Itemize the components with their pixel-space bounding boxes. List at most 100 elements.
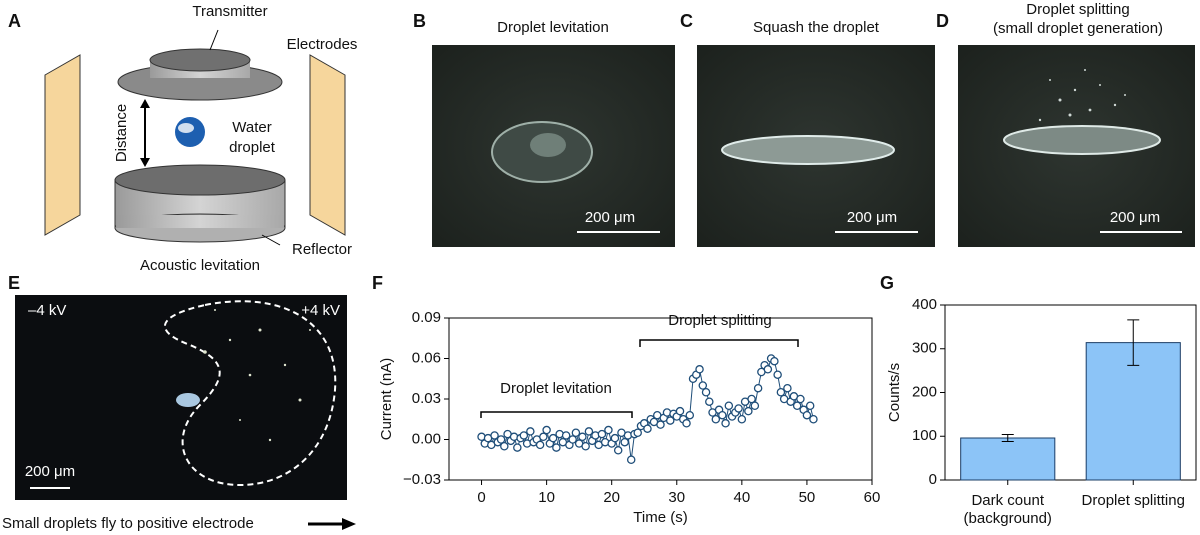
- annotation: Droplet levitation: [500, 380, 612, 397]
- axes-frame: [448, 317, 873, 481]
- arrow-head: [140, 158, 150, 167]
- label: Electrodes: [287, 36, 358, 53]
- x-tick-label: 50: [799, 489, 816, 506]
- panel-e: 200 μm –4 kV +4 kV Small droplets fly to…: [2, 273, 356, 532]
- point: [561, 431, 571, 440]
- electrode-label: –4 kV: [28, 302, 66, 319]
- bracket: [480, 411, 633, 418]
- point: [584, 427, 594, 436]
- x-tick-label: Droplet splitting: [1081, 492, 1185, 509]
- panel-label: A: [8, 11, 21, 31]
- panel-label: F: [372, 273, 383, 293]
- point: [792, 401, 802, 410]
- point: [682, 419, 691, 428]
- y-tick-label: 0: [929, 471, 937, 488]
- panel-title: Droplet splitting: [1026, 1, 1129, 18]
- point: [705, 397, 714, 406]
- point: [552, 443, 561, 452]
- transmitter-top: [149, 48, 251, 72]
- droplet: [1003, 125, 1161, 155]
- droplet: [176, 393, 200, 407]
- point: [568, 435, 577, 444]
- y-tick-label: 300: [912, 340, 937, 357]
- droplet: [721, 135, 895, 165]
- scale-text: 200 μm: [585, 209, 635, 226]
- panel-title: Squash the droplet: [753, 19, 880, 36]
- point: [695, 365, 704, 374]
- point: [578, 432, 587, 442]
- electrode: [44, 54, 81, 236]
- point: [770, 356, 779, 366]
- x-tick-label: 30: [668, 489, 685, 506]
- y-tick-label: 0.03: [412, 390, 441, 407]
- spray: [1038, 69, 1126, 122]
- point: [571, 428, 581, 437]
- y-tick-label: 0.09: [412, 309, 441, 326]
- point: [796, 394, 805, 404]
- label: Water: [232, 119, 271, 136]
- x-tick-label: 60: [864, 489, 881, 506]
- point: [604, 425, 613, 435]
- caption: Small droplets fly to positive electrode: [2, 515, 254, 532]
- point: [581, 441, 590, 451]
- y-axis-label: Counts/s: [886, 363, 903, 422]
- point: [783, 383, 792, 393]
- scale-text: 200 μm: [1110, 209, 1160, 226]
- annotation: Droplet splitting: [668, 312, 771, 329]
- point: [773, 370, 782, 379]
- point: [802, 410, 812, 420]
- y-tick-label: 400: [912, 296, 937, 313]
- panel-d: 200 μm Droplet splitting (small droplet …: [936, 1, 1195, 247]
- x-tick-label: Dark count (background): [963, 492, 1052, 527]
- y-tick-label: −0.03: [403, 471, 441, 488]
- small-droplets: [203, 309, 311, 442]
- point: [724, 401, 734, 410]
- point: [519, 431, 529, 440]
- x-axis-label: Time (s): [633, 509, 687, 526]
- panel-label: D: [936, 11, 949, 31]
- x-tick-label: 20: [603, 489, 620, 506]
- point: [737, 414, 747, 424]
- point: [500, 441, 509, 451]
- chart-g: 0 100 200 300 400 Counts/s: [886, 296, 1197, 488]
- point: [548, 433, 558, 443]
- panel-label: C: [680, 11, 693, 31]
- arrow-head: [342, 518, 356, 530]
- label: Transmitter: [192, 3, 267, 20]
- droplet-highlight: [178, 123, 194, 133]
- electrode-label: +4 kV: [301, 302, 340, 319]
- panel-b: 200 μm Droplet levitation B: [413, 11, 675, 247]
- panel-label: G: [880, 273, 894, 293]
- point: [526, 427, 535, 436]
- leader: [261, 234, 281, 246]
- scale-text: 200 μm: [25, 463, 75, 480]
- point: [721, 419, 730, 428]
- point: [744, 406, 753, 416]
- point: [643, 424, 652, 433]
- point: [747, 394, 756, 404]
- point: [513, 443, 522, 452]
- point: [701, 387, 711, 397]
- y-tick-label: 200: [912, 383, 937, 400]
- point: [626, 455, 636, 464]
- bar: [960, 437, 1056, 481]
- y-tick-label: 100: [912, 427, 937, 444]
- point: [718, 410, 727, 420]
- point: [535, 440, 545, 450]
- scale-text: 200 μm: [847, 209, 897, 226]
- x-tick-label: 0: [477, 489, 485, 506]
- point: [490, 431, 499, 440]
- point: [685, 410, 695, 420]
- y-tick-label: 0.00: [412, 430, 441, 447]
- panel-label: E: [8, 273, 20, 293]
- point: [776, 387, 786, 397]
- label: Distance: [113, 104, 130, 162]
- droplet-highlight: [530, 133, 566, 157]
- panel-a: Transmitter Electrodes Distance Water dr…: [8, 3, 357, 274]
- point: [496, 435, 506, 444]
- point: [734, 404, 743, 413]
- panel-title: Droplet levitation: [497, 19, 609, 36]
- y-tick-label: 0.06: [412, 349, 441, 366]
